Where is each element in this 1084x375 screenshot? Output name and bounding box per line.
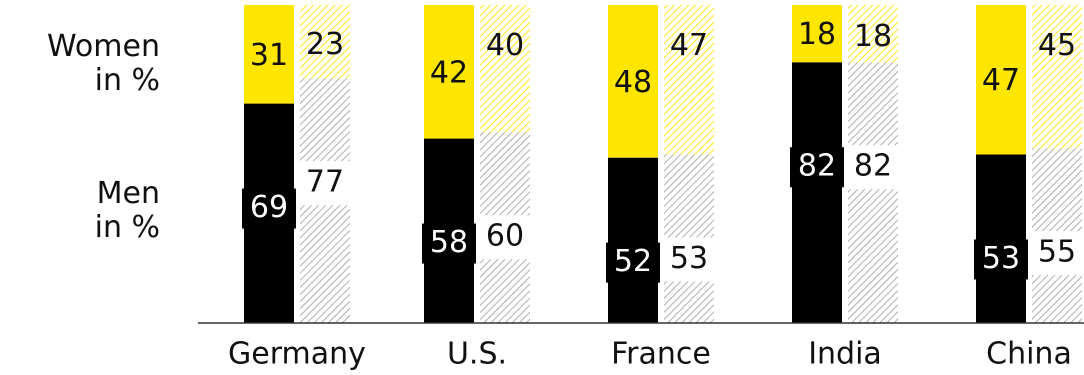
data-label-men-comparison-germany: 77 [306,165,344,200]
women-legend-line2: in % [94,63,160,98]
label-bg-men-comparison-india [848,145,898,190]
label-bg-men-france [606,242,660,283]
data-label-women-us: 42 [430,55,468,90]
bar-women-germany [244,5,294,104]
label-bg-men-comparison-china [1032,231,1082,276]
data-label-men-india: 82 [798,149,836,184]
data-label-women-india: 18 [798,17,836,52]
label-bg-men-germany [242,188,296,229]
bar-women-comparison-france [664,5,714,155]
bar-men-france [608,157,658,323]
bar-men-china [976,154,1026,323]
bar-men-india [792,62,842,324]
label-bg-men-india [790,147,844,188]
data-label-men-comparison-china: 55 [1038,235,1076,270]
bar-women-comparison-china [1032,5,1082,149]
bar-women-us [424,5,474,139]
men-legend-line2: in % [94,210,160,245]
data-label-men-comparison-france: 53 [670,241,708,276]
data-label-men-china: 53 [982,241,1020,276]
label-bg-men-comparison-germany [300,161,350,206]
data-label-women-comparison-india: 18 [854,19,892,54]
data-label-women-comparison-germany: 23 [306,27,344,62]
data-label-men-comparison-india: 82 [854,149,892,184]
label-bg-men-comparison-us [480,215,530,260]
men-legend-line1: Men [96,176,160,211]
data-label-men-comparison-us: 60 [486,219,524,254]
men-legend-label: Men in % [0,177,160,245]
bar-women-france [608,5,658,158]
bar-women-comparison-india [848,5,898,63]
data-label-women-germany: 31 [250,38,288,73]
data-label-women-comparison-china: 45 [1038,28,1076,63]
data-label-men-france: 52 [614,244,652,279]
women-legend-label: Women in % [0,30,160,98]
label-bg-men-china [974,239,1028,280]
women-legend-line1: Women [47,29,160,64]
category-label-china: China [986,337,1072,372]
category-label-india: India [808,337,882,372]
data-label-women-france: 48 [614,65,652,100]
data-label-men-germany: 69 [250,190,288,225]
data-label-women-comparison-us: 40 [486,28,524,63]
category-label-us: U.S. [447,337,507,372]
data-label-men-us: 58 [430,225,468,260]
bar-men-comparison-india [848,62,898,324]
label-bg-men-us [422,223,476,264]
data-label-women-china: 47 [982,63,1020,98]
bar-women-india [792,5,842,63]
bar-women-china [976,5,1026,155]
bar-women-comparison-us [480,5,530,133]
bar-women-comparison-germany [300,5,350,79]
category-label-germany: Germany [228,337,366,372]
category-label-france: France [611,337,711,372]
data-label-women-comparison-france: 47 [670,28,708,63]
label-bg-men-comparison-france [664,237,714,282]
